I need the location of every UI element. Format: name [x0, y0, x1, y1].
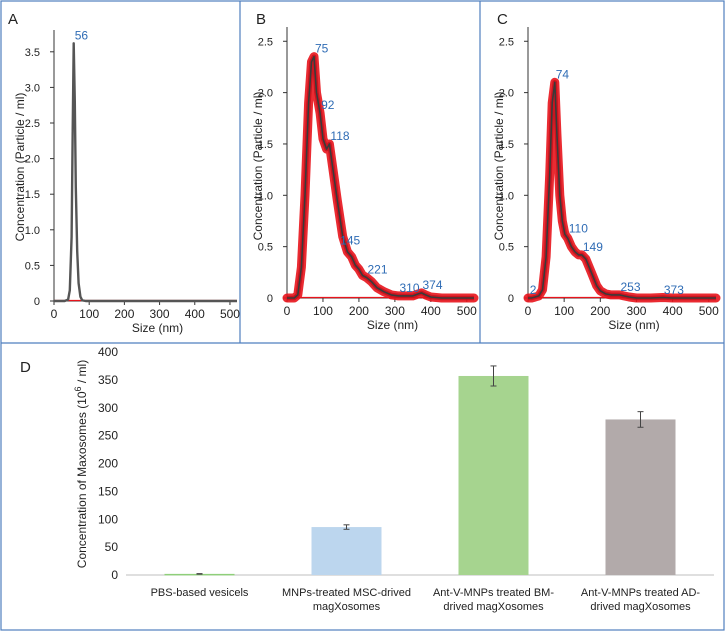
peak-label: 373	[664, 283, 684, 297]
x-tick-label: 100	[313, 304, 333, 318]
y-tick-label: 0	[508, 293, 514, 305]
x-tick-label: 300	[150, 307, 170, 321]
y-tick-label: 3.5	[25, 47, 40, 59]
y-tick-label: 2.0	[25, 154, 40, 166]
y-axis-label: Concentration (Particle / ml)	[251, 92, 265, 241]
peak-label: 75	[315, 42, 329, 56]
series-line	[54, 42, 237, 303]
y-tick-label: 0	[267, 293, 273, 305]
panel-label-c: C	[497, 11, 508, 28]
peak-label: 221	[367, 262, 387, 276]
bar	[605, 419, 676, 575]
y-axis-label-end: / ml)	[75, 360, 89, 387]
y-tick-label: 2.0	[258, 88, 273, 100]
y-axis-label: Concentration of Maxosomes (106 / ml)	[73, 360, 89, 568]
y-tick-label: 0	[111, 568, 118, 582]
category-label: Ant-V-MNPs treated AD-	[581, 587, 701, 599]
y-tick-label: 0.5	[258, 242, 273, 254]
category-label: drived magXosomes	[590, 601, 691, 613]
series-line	[287, 55, 474, 299]
chart-d: 0 50 100 150 200 250 300 350 400 Concentration of…	[73, 345, 714, 613]
y-tick-label: 1.0	[499, 190, 514, 202]
peak-label: 110	[569, 221, 588, 235]
category-label: Ant-V-MNPs treated BM-	[433, 587, 554, 599]
peak-label: 2	[530, 283, 537, 297]
y-tick-label: 1.0	[25, 225, 40, 237]
x-tick-label: 100	[79, 307, 99, 321]
y-axis-label-sup: 6	[73, 386, 83, 391]
peak-label: 253	[620, 280, 640, 294]
peak-label: 74	[556, 67, 570, 81]
y-tick-label: 2.0	[499, 88, 514, 100]
panel-label-d: D	[20, 359, 31, 376]
peak-label: 310	[399, 281, 419, 295]
category-label: magXosomes	[313, 601, 381, 613]
x-tick-label: 100	[554, 304, 574, 318]
peak-label: 118	[330, 129, 349, 143]
peak-label: 145	[340, 234, 360, 248]
y-tick-label: 300	[98, 401, 118, 415]
x-tick-label: 400	[421, 304, 441, 318]
peak-label: 374	[422, 278, 442, 292]
x-tick-label: 400	[663, 304, 683, 318]
y-tick-label: 0.5	[499, 242, 514, 254]
x-tick-label: 0	[525, 304, 532, 318]
x-tick-label: 300	[385, 304, 405, 318]
x-tick-label: 0	[51, 307, 58, 321]
chart-b: 0 100 200 300 400 500 0 0.5 1.0 1.5 2.0 2.5 Size (nm…	[251, 27, 479, 332]
y-tick-label: 1.5	[499, 139, 514, 151]
x-axis-label: Size (nm)	[132, 321, 183, 335]
y-tick-label: 250	[98, 429, 118, 443]
x-axis-label: Size (nm)	[367, 318, 418, 332]
series-line	[528, 81, 716, 299]
y-axis-label-main: Concentration of Maxosomes (10	[75, 391, 89, 568]
y-tick-label: 2.5	[499, 36, 514, 48]
y-tick-label: 0.5	[25, 260, 40, 272]
category-label: drived magXosomes	[443, 601, 544, 613]
x-tick-label: 500	[220, 307, 240, 321]
panel-label-a: A	[8, 11, 18, 28]
x-tick-label: 200	[349, 304, 369, 318]
y-tick-label: 150	[98, 484, 118, 498]
x-tick-label: 400	[185, 307, 205, 321]
peak-label: 149	[583, 240, 603, 254]
bar	[458, 375, 529, 575]
y-tick-label: 1.5	[25, 189, 40, 201]
x-tick-label: 200	[590, 304, 610, 318]
y-tick-label: 1.5	[258, 139, 273, 151]
y-tick-label: 2.5	[25, 118, 40, 130]
x-tick-label: 0	[284, 304, 291, 318]
y-tick-label: 3.0	[25, 82, 40, 94]
chart-a: 0 100 200 300 400 500 0 0.5 1.0 1.5 2.0 2.5 3.0 3.5 Si…	[13, 28, 240, 335]
category-label: MNPs-treated MSC-drived	[282, 587, 411, 599]
panel-label-b: B	[256, 11, 266, 28]
y-tick-label: 400	[98, 345, 118, 359]
y-tick-label: 200	[98, 457, 118, 471]
peak-label: 56	[75, 28, 89, 42]
y-tick-label: 1.0	[258, 190, 273, 202]
x-tick-label: 500	[699, 304, 719, 318]
y-axis-label: Concentration (Particle / ml)	[492, 92, 506, 241]
y-axis-label: Concentration (Particle / ml)	[13, 93, 27, 242]
x-tick-label: 200	[114, 307, 134, 321]
y-tick-label: 100	[98, 512, 118, 526]
category-label: PBS-based vesicels	[151, 587, 249, 599]
y-tick-label: 350	[98, 373, 118, 387]
peak-label: 92	[321, 98, 335, 112]
x-tick-label: 300	[626, 304, 646, 318]
x-axis-label: Size (nm)	[608, 318, 659, 332]
y-tick-label: 0	[34, 296, 40, 308]
chart-c: 0 100 200 300 400 500 0 0.5 1.0 1.5 2.0 2.5 Size (nm…	[492, 27, 721, 332]
bar	[311, 527, 382, 575]
y-tick-label: 2.5	[258, 36, 273, 48]
x-tick-label: 500	[457, 304, 477, 318]
y-tick-label: 50	[105, 540, 119, 554]
